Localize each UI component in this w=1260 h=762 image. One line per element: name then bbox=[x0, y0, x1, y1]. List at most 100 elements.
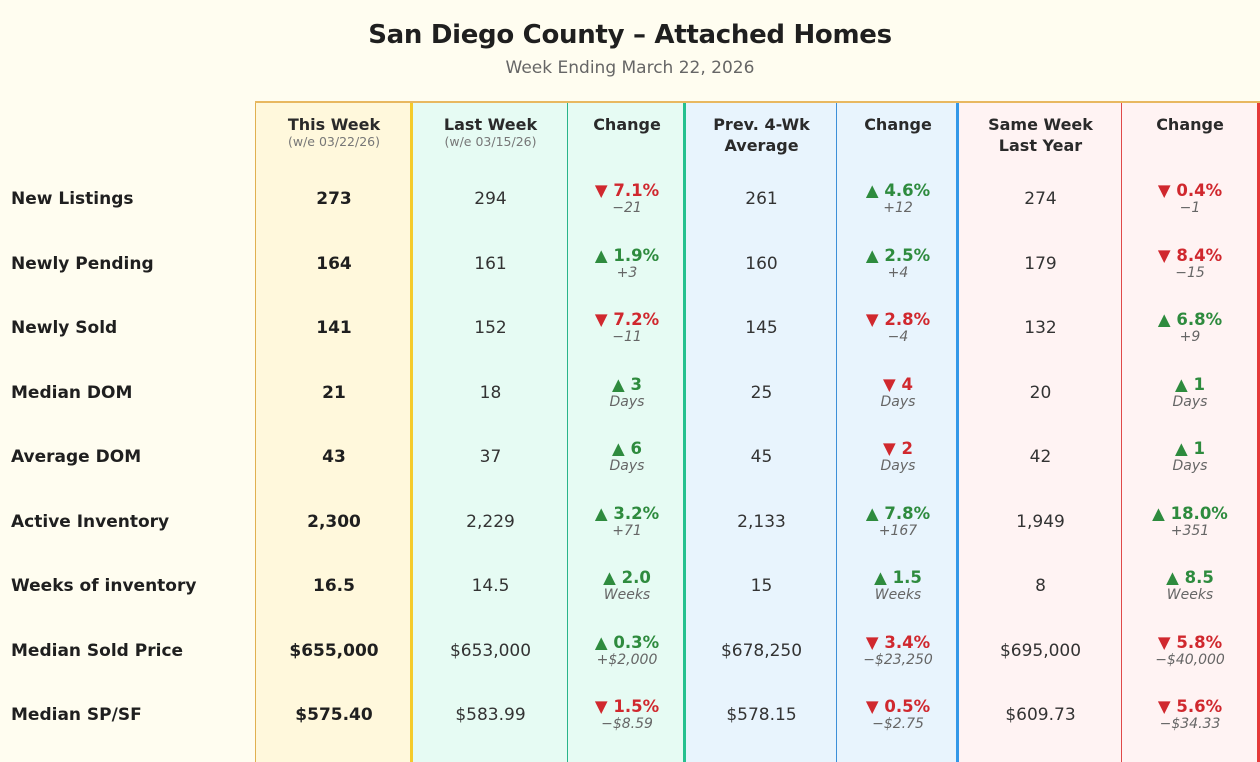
arrow-up-icon: ▲ bbox=[1175, 374, 1188, 394]
row-label: Median Sold Price bbox=[11, 640, 184, 661]
table-top-border bbox=[255, 101, 1260, 103]
change-cell: ▲ 6 Days bbox=[568, 439, 686, 475]
column-change-prev-4wk bbox=[837, 102, 959, 762]
change-value: 1.9% bbox=[613, 245, 660, 265]
arrow-up-icon: ▲ bbox=[865, 245, 879, 265]
arrow-up-icon: ▲ bbox=[874, 568, 887, 587]
change-detail: +12 bbox=[883, 200, 913, 216]
this-week-value: 2,300 bbox=[307, 511, 361, 532]
change-percent: ▲ 1.9% bbox=[568, 246, 686, 265]
change-detail: −$40,000 bbox=[1155, 651, 1225, 668]
change-cell: ▼ 5.8% −$40,000 bbox=[1122, 633, 1258, 669]
last-year-value: 274 bbox=[1024, 189, 1057, 209]
change-detail: −21 bbox=[612, 200, 642, 216]
change-percent: ▲ 6.8% bbox=[1122, 310, 1258, 329]
this-week-value: 16.5 bbox=[313, 576, 355, 596]
last-year-value: 8 bbox=[1035, 576, 1046, 596]
header-line: Average bbox=[724, 136, 799, 155]
change-detail: −$8.59 bbox=[601, 716, 653, 732]
change-value: 7.8% bbox=[884, 503, 931, 523]
change-cell: ▲ 18.0% +351 bbox=[1122, 504, 1258, 540]
this-week-value: 141 bbox=[316, 318, 352, 338]
header-date: (w/e 03/15/26) bbox=[444, 134, 537, 149]
header-last-week: Last Week (w/e 03/15/26) bbox=[413, 114, 568, 149]
change-value: 8.4% bbox=[1176, 245, 1223, 265]
this-week-value: 43 bbox=[322, 447, 346, 467]
change-cell: ▲ 1 Days bbox=[1122, 439, 1258, 475]
change-cell: ▲ 8.5 Weeks bbox=[1122, 568, 1258, 604]
change-detail: Days bbox=[609, 393, 645, 410]
change-percent: ▲ 1 bbox=[1122, 439, 1258, 458]
arrow-down-icon: ▼ bbox=[865, 632, 879, 652]
arrow-up-icon: ▲ bbox=[1175, 439, 1188, 458]
header-date: (w/e 03/22/26) bbox=[288, 134, 380, 149]
change-value: 7.1% bbox=[613, 181, 660, 200]
change-detail: +9 bbox=[1179, 329, 1201, 345]
change-detail: −$2.75 bbox=[872, 716, 924, 732]
change-value: 2 bbox=[901, 439, 913, 458]
change-value: 3.2% bbox=[613, 503, 660, 523]
arrow-down-icon: ▼ bbox=[1157, 181, 1171, 200]
arrow-down-icon: ▼ bbox=[865, 697, 879, 716]
arrow-up-icon: ▲ bbox=[1152, 503, 1165, 523]
change-cell: ▼ 7.2% −11 bbox=[568, 310, 686, 346]
change-cell: ▲ 1.9% +3 bbox=[568, 246, 686, 282]
change-percent: ▼ 0.5% bbox=[837, 697, 959, 716]
change-detail: +4 bbox=[887, 264, 909, 281]
last-week-value: 294 bbox=[474, 189, 507, 209]
prev-4wk-value: 261 bbox=[745, 189, 778, 209]
header-line: Prev. 4-Wk bbox=[713, 115, 810, 134]
change-percent: ▼ 1.5% bbox=[568, 697, 686, 716]
row-label: Newly Pending bbox=[11, 253, 154, 274]
page-title: San Diego County – Attached Homes bbox=[368, 20, 892, 50]
arrow-down-icon: ▼ bbox=[883, 374, 896, 394]
change-cell: ▼ 0.5% −$2.75 bbox=[837, 697, 959, 733]
change-percent: ▼ 2.8% bbox=[837, 310, 959, 329]
change-cell: ▲ 7.8% +167 bbox=[837, 504, 959, 540]
change-value: 1 bbox=[1193, 374, 1205, 394]
change-percent: ▲ 4.6% bbox=[837, 181, 959, 200]
arrow-up-icon: ▲ bbox=[594, 503, 608, 523]
change-detail: Days bbox=[609, 458, 645, 474]
prev-4wk-value: 25 bbox=[750, 382, 773, 403]
change-detail: Weeks bbox=[603, 587, 651, 603]
change-value: 0.4% bbox=[1176, 181, 1223, 200]
change-detail: Days bbox=[1172, 393, 1208, 410]
change-cell: ▼ 0.4% −1 bbox=[1122, 181, 1258, 217]
row-label: Median DOM bbox=[11, 382, 133, 403]
arrow-up-icon: ▲ bbox=[1157, 310, 1171, 329]
change-percent: ▲ 1.5 bbox=[837, 568, 959, 587]
change-value: 5.8% bbox=[1176, 632, 1223, 652]
change-percent: ▲ 0.3% bbox=[568, 633, 686, 652]
header-change-3: Change bbox=[1156, 115, 1224, 134]
change-value: 4 bbox=[901, 374, 913, 394]
change-cell: ▼ 2.8% −4 bbox=[837, 310, 959, 346]
arrow-down-icon: ▼ bbox=[594, 181, 608, 200]
last-week-value: 152 bbox=[474, 318, 507, 338]
change-detail: Days bbox=[1172, 458, 1208, 474]
change-cell: ▲ 4.6% +12 bbox=[837, 181, 959, 217]
column-change-last-week bbox=[568, 102, 686, 762]
change-value: 5.6% bbox=[1176, 697, 1223, 716]
change-detail: −4 bbox=[887, 329, 909, 345]
header-line: Same Week bbox=[988, 115, 1093, 134]
change-cell: ▼ 2 Days bbox=[837, 439, 959, 475]
change-value: 3 bbox=[630, 374, 642, 394]
change-detail: +3 bbox=[616, 264, 638, 281]
change-value: 6 bbox=[630, 439, 642, 458]
change-percent: ▲ 3 bbox=[568, 375, 686, 394]
arrow-down-icon: ▼ bbox=[1157, 632, 1171, 652]
last-week-value: 37 bbox=[479, 447, 502, 467]
last-year-value: 132 bbox=[1024, 318, 1057, 338]
arrow-down-icon: ▼ bbox=[594, 697, 608, 716]
column-this-week bbox=[255, 102, 413, 762]
row-label: Active Inventory bbox=[11, 511, 170, 532]
last-year-value: 20 bbox=[1029, 382, 1052, 403]
change-percent: ▼ 3.4% bbox=[837, 633, 959, 652]
change-cell: ▲ 0.3% +$2,000 bbox=[568, 633, 686, 669]
arrow-up-icon: ▲ bbox=[594, 632, 608, 652]
prev-4wk-value: $578.15 bbox=[726, 705, 797, 725]
arrow-down-icon: ▼ bbox=[594, 310, 608, 329]
last-week-value: $583.99 bbox=[455, 705, 526, 725]
row-label: New Listings bbox=[11, 189, 134, 209]
